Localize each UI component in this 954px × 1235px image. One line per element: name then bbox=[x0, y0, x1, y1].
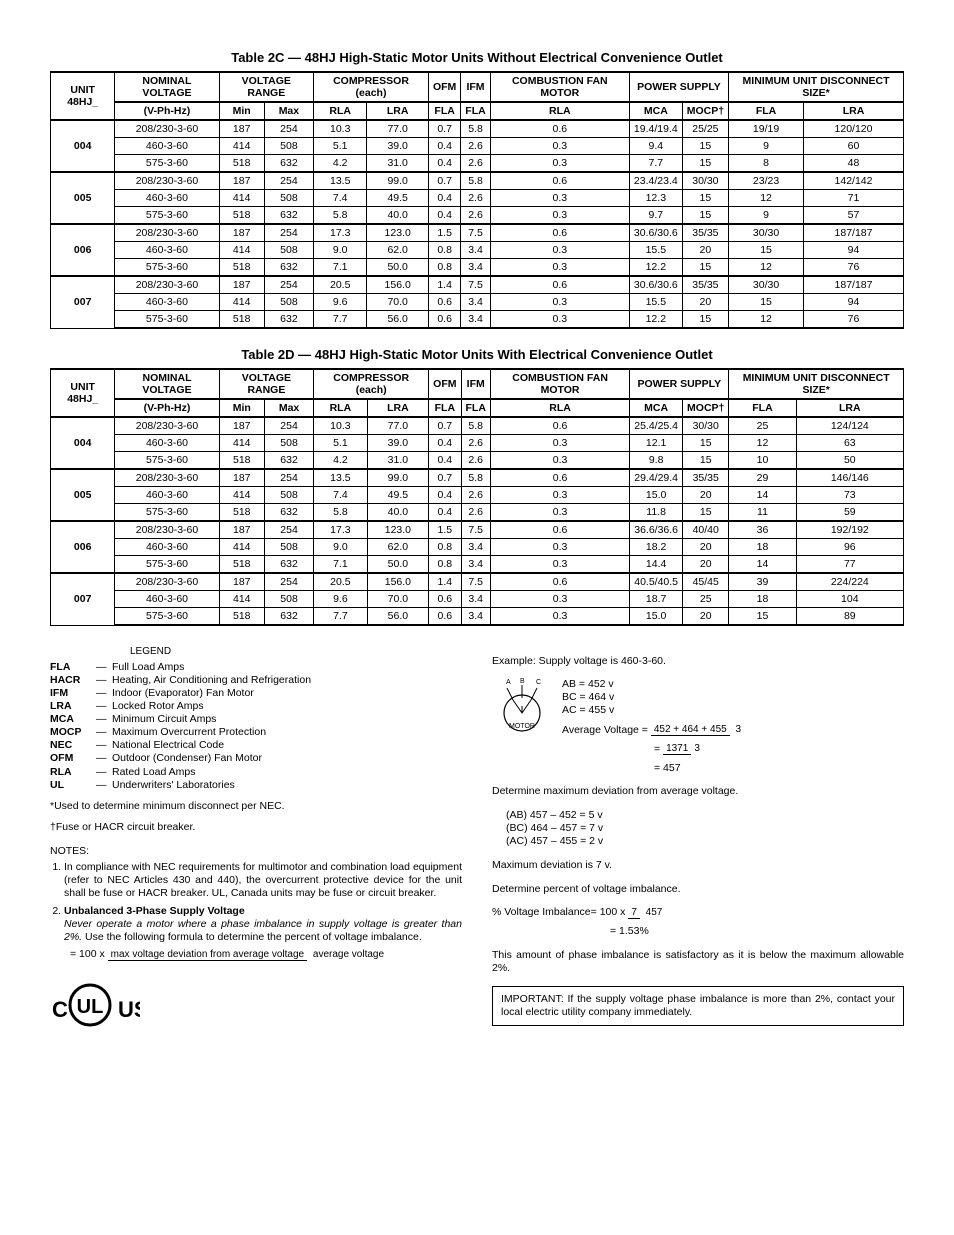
legend-item: OFM—Outdoor (Condenser) Fan Motor bbox=[50, 752, 462, 765]
ul-logo: C UL US bbox=[50, 979, 462, 1035]
legend-item: RLA—Rated Load Amps bbox=[50, 766, 462, 779]
formula-denominator: average voltage bbox=[310, 949, 387, 960]
note-2-rest: Use the following formula to determine t… bbox=[82, 931, 422, 943]
left-column: LEGEND FLA—Full Load AmpsHACR—Heating, A… bbox=[50, 644, 462, 1035]
table-row: 575-3-605186325.840.00.42.60.311.8151159 bbox=[51, 504, 904, 522]
avg-label: Average Voltage = bbox=[562, 724, 651, 736]
table-row: 460-3-604145085.139.00.42.60.39.415960 bbox=[51, 138, 904, 155]
footnote-star: *Used to determine minimum disconnect pe… bbox=[50, 800, 462, 813]
table-row: 007208/230-3-6018725420.5156.01.47.50.64… bbox=[51, 573, 904, 591]
imb-num: 7 bbox=[628, 907, 640, 919]
table-row: 575-3-605186324.231.00.42.60.37.715848 bbox=[51, 155, 904, 173]
avg-step1: = 13713 bbox=[654, 743, 744, 756]
example-intro: Example: Supply voltage is 460-3-60. bbox=[492, 655, 904, 668]
legend-title: LEGEND bbox=[130, 646, 462, 659]
imb-label: % Voltage Imbalance= 100 x bbox=[492, 906, 628, 918]
imb-result: = 1.53% bbox=[610, 925, 904, 938]
right-column: Example: Supply voltage is 460-3-60. MOT… bbox=[492, 644, 904, 1035]
legend-item: UL—Underwriters' Laboratories bbox=[50, 779, 462, 792]
det-pct: Determine percent of voltage imbalance. bbox=[492, 883, 904, 896]
footnote-dagger: †Fuse or HACR circuit breaker. bbox=[50, 821, 462, 834]
formula-prefix: = 100 x bbox=[70, 948, 108, 960]
legend-item: HACR—Heating, Air Conditioning and Refri… bbox=[50, 674, 462, 687]
pct-imbalance-formula: % Voltage Imbalance= 100 x 7 457 bbox=[492, 906, 904, 919]
notes-title: NOTES: bbox=[50, 845, 462, 858]
note-1: In compliance with NEC requirements for … bbox=[64, 861, 462, 900]
dev-ab: (AB) 457 – 452 = 5 v bbox=[506, 809, 904, 822]
note-2: Unbalanced 3-Phase Supply Voltage Never … bbox=[64, 905, 462, 944]
avg-num: 452 + 464 + 455 bbox=[651, 724, 730, 736]
svg-text:A: A bbox=[506, 679, 511, 686]
table-row: 460-3-604145087.449.50.42.60.312.3151271 bbox=[51, 190, 904, 207]
legend-item: MCA—Minimum Circuit Amps bbox=[50, 713, 462, 726]
imb-den: 457 bbox=[643, 907, 666, 918]
dev-ac: (AC) 457 – 455 = 2 v bbox=[506, 835, 904, 848]
table-row: 575-3-605186327.150.00.83.40.312.2151276 bbox=[51, 259, 904, 277]
table-row: 007208/230-3-6018725420.5156.01.47.50.63… bbox=[51, 276, 904, 294]
svg-text:B: B bbox=[520, 678, 525, 685]
svg-text:US: US bbox=[118, 997, 140, 1022]
avg-den: 3 bbox=[732, 724, 744, 735]
legend-list: FLA—Full Load AmpsHACR—Heating, Air Cond… bbox=[50, 661, 462, 792]
bc-voltage: BC = 464 v bbox=[562, 691, 744, 704]
max-dev: Maximum deviation is 7 v. bbox=[492, 859, 904, 872]
legend-item: LRA—Locked Rotor Amps bbox=[50, 700, 462, 713]
table-row: 575-3-605186325.840.00.42.60.39.715957 bbox=[51, 207, 904, 225]
table-row: 460-3-604145089.062.00.83.40.315.5201594 bbox=[51, 242, 904, 259]
svg-text:C: C bbox=[52, 997, 68, 1022]
table-row: 004208/230-3-6018725410.377.00.75.80.625… bbox=[51, 417, 904, 435]
motor-diagram-icon: MOTOR A B C bbox=[492, 678, 552, 738]
table-2c-title: Table 2C — 48HJ High-Static Motor Units … bbox=[50, 50, 904, 65]
eq1-den: 3 bbox=[691, 743, 703, 754]
table-row: 575-3-605186327.756.00.63.40.312.2151276 bbox=[51, 311, 904, 329]
table-row: 006208/230-3-6018725417.3123.01.57.50.63… bbox=[51, 224, 904, 242]
table-2d-title: Table 2D — 48HJ High-Static Motor Units … bbox=[50, 347, 904, 362]
eq1-num: 1371 bbox=[663, 743, 691, 755]
table-row: 460-3-604145087.449.50.42.60.315.0201473 bbox=[51, 487, 904, 504]
notes-section: NOTES: In compliance with NEC requiremen… bbox=[50, 845, 462, 961]
conclusion: This amount of phase imbalance is satisf… bbox=[492, 949, 904, 975]
table-row: 575-3-605186324.231.00.42.60.39.8151050 bbox=[51, 452, 904, 470]
legend-item: FLA—Full Load Amps bbox=[50, 661, 462, 674]
table-row: 004208/230-3-6018725410.377.00.75.80.619… bbox=[51, 120, 904, 138]
svg-text:UL: UL bbox=[77, 996, 104, 1018]
table-row: 005208/230-3-6018725413.599.00.75.80.629… bbox=[51, 469, 904, 487]
avg-result: = 457 bbox=[654, 762, 744, 775]
svg-text:MOTOR: MOTOR bbox=[509, 723, 535, 730]
avg-voltage-formula: Average Voltage = 452 + 464 + 455 3 bbox=[562, 724, 744, 737]
table-row: 575-3-605186327.756.00.63.40.315.0201589 bbox=[51, 608, 904, 626]
table-row: 460-3-604145089.670.00.63.40.315.5201594 bbox=[51, 294, 904, 311]
note-2-bold: Unbalanced 3-Phase Supply Voltage bbox=[64, 905, 245, 917]
important-box: IMPORTANT: If the supply voltage phase i… bbox=[492, 986, 904, 1026]
table-2d: UNIT 48HJ_ NOMINAL VOLTAGE VOLTAGE RANGE… bbox=[50, 368, 904, 626]
imbalance-formula: = 100 x max voltage deviation from avera… bbox=[70, 948, 462, 961]
legend-item: MOCP—Maximum Overcurrent Protection bbox=[50, 726, 462, 739]
legend-item: IFM—Indoor (Evaporator) Fan Motor bbox=[50, 687, 462, 700]
svg-text:C: C bbox=[536, 679, 541, 686]
det-max-dev: Determine maximum deviation from average… bbox=[492, 785, 904, 798]
table-2c: UNIT 48HJ_ NOMINAL VOLTAGE VOLTAGE RANGE… bbox=[50, 71, 904, 329]
dev-bc: (BC) 464 – 457 = 7 v bbox=[506, 822, 904, 835]
formula-numerator: max voltage deviation from average volta… bbox=[108, 949, 307, 961]
table-row: 005208/230-3-6018725413.599.00.75.80.623… bbox=[51, 172, 904, 190]
legend-item: NEC—National Electrical Code bbox=[50, 739, 462, 752]
table-row: 575-3-605186327.150.00.83.40.314.4201477 bbox=[51, 556, 904, 574]
table-row: 460-3-604145089.670.00.63.40.318.7251810… bbox=[51, 591, 904, 608]
table-row: 006208/230-3-6018725417.3123.01.57.50.63… bbox=[51, 521, 904, 539]
ac-voltage: AC = 455 v bbox=[562, 704, 744, 717]
table-row: 460-3-604145085.139.00.42.60.312.1151263 bbox=[51, 435, 904, 452]
ab-voltage: AB = 452 v bbox=[562, 678, 744, 691]
table-row: 460-3-604145089.062.00.83.40.318.2201896 bbox=[51, 539, 904, 556]
